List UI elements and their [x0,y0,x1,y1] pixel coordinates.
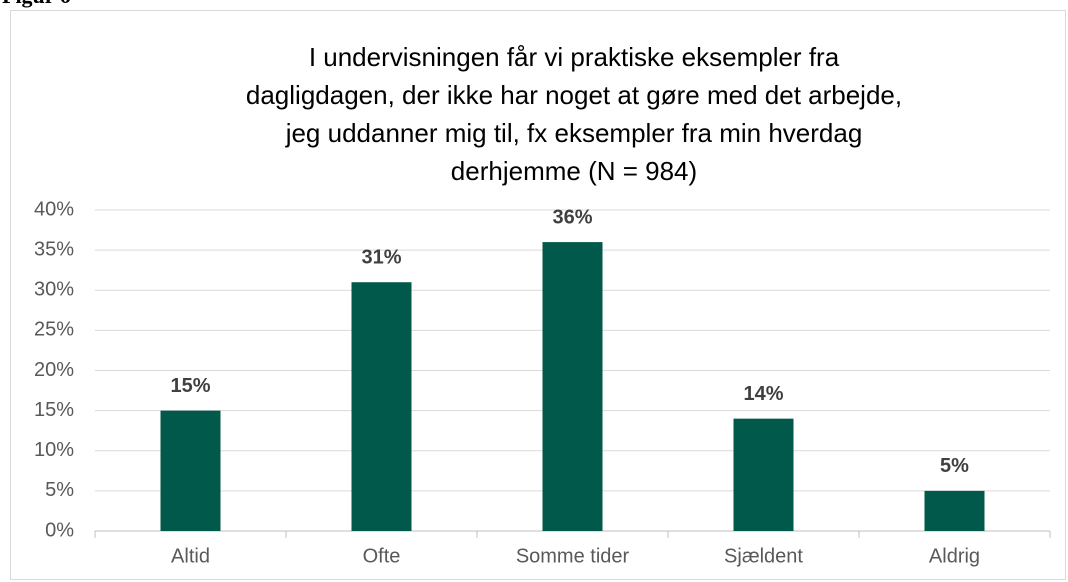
y-tick-label: 30% [34,279,74,301]
chart-border [10,10,1066,580]
x-tick-label: Ofte [363,545,401,567]
data-label: 31% [361,247,401,269]
y-tick-label: 0% [45,519,74,541]
data-label: 14% [743,383,783,405]
bar [160,410,221,531]
y-tick-label: 5% [45,479,74,501]
x-tick-label: Somme tider [516,545,630,567]
chart-title: dagligdagen, der ikke har noget at gøre … [246,80,902,110]
y-tick-label: 25% [34,319,74,341]
x-tick-label: Aldrig [929,545,980,567]
data-label: 36% [552,206,592,228]
y-tick-label: 10% [34,439,74,461]
x-tick-label: Altid [171,545,210,567]
bar [733,418,794,531]
chart-title: jeg uddanner mig til, fx eksempler fra m… [285,118,863,148]
bar [924,490,985,531]
data-label: 15% [170,375,210,397]
figure-header: Figur 6 [2,0,71,8]
chart-title: derhjemme (N = 984) [451,156,697,186]
y-tick-label: 35% [34,238,74,260]
bar [351,282,412,531]
x-tick-label: Sjældent [724,545,803,567]
chart-title: I undervisningen får vi praktiske eksemp… [309,42,840,72]
data-label: 5% [940,455,969,477]
y-tick-label: 40% [34,198,74,220]
y-tick-label: 15% [34,399,74,421]
y-tick-label: 20% [34,359,74,381]
bar [542,242,603,531]
